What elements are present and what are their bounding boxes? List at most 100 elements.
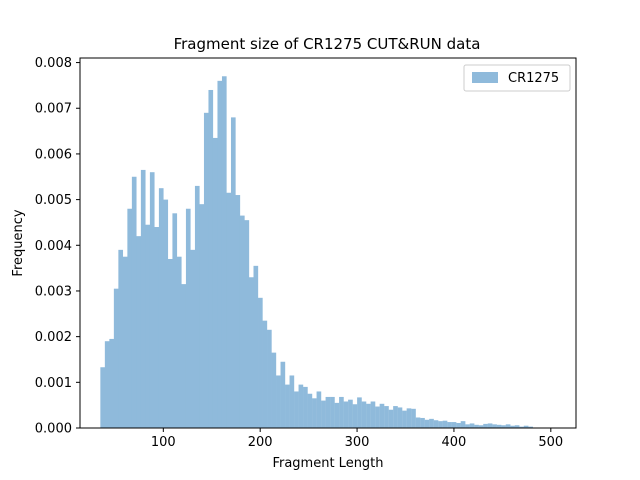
histogram-bar: [253, 265, 259, 428]
x-tick-label: 400: [442, 435, 467, 450]
y-tick-label: 0.003: [35, 284, 72, 299]
histogram-bar: [348, 399, 353, 428]
histogram-bar: [469, 423, 475, 428]
histogram-bar: [190, 249, 196, 428]
histogram-bar: [298, 384, 304, 428]
histogram-bar: [226, 192, 232, 428]
histogram-bar: [316, 391, 322, 428]
histogram-bar: [496, 424, 502, 428]
histogram-bar: [321, 400, 326, 428]
x-axis-label: Fragment Length: [272, 456, 383, 471]
legend-box: [463, 64, 571, 92]
histogram-bar: [420, 417, 425, 428]
y-tick-label: 0.006: [35, 147, 72, 162]
histogram-bar: [334, 402, 340, 428]
histogram-bar: [208, 89, 214, 428]
histogram-bar: [478, 425, 484, 428]
histogram-bar: [415, 417, 421, 428]
y-tick-label: 0.008: [35, 56, 72, 71]
histogram-bar: [352, 404, 358, 428]
histogram-bar: [519, 426, 524, 428]
histogram-bar: [397, 407, 403, 428]
histogram-bar: [172, 213, 178, 428]
histogram-bar: [258, 297, 263, 428]
histogram-bars: [100, 76, 533, 428]
histogram-bar: [221, 76, 227, 428]
histogram-bar: [325, 396, 331, 428]
histogram-bar: [429, 418, 434, 428]
histogram-bar: [262, 320, 268, 428]
legend-swatch: [472, 72, 498, 83]
histogram-bar: [388, 409, 394, 428]
histogram-bar: [366, 403, 371, 428]
histogram-bar: [492, 424, 497, 428]
histogram-bar: [194, 185, 200, 428]
histogram-bar: [154, 227, 160, 428]
histogram-bar: [122, 256, 128, 428]
y-tick-label: 0.002: [35, 330, 72, 345]
histogram-bar: [217, 80, 223, 428]
x-tick-label: 500: [538, 435, 563, 450]
histogram-bar: [339, 396, 344, 428]
histogram-bar: [474, 424, 479, 428]
histogram-bar: [375, 406, 380, 428]
histogram-bar: [483, 423, 488, 428]
histogram-bar: [438, 421, 443, 428]
histogram-bar: [442, 420, 448, 428]
histogram-bar: [158, 188, 164, 428]
histogram-bar: [145, 224, 151, 428]
histogram-bar: [433, 420, 439, 428]
histogram-bar: [456, 422, 461, 428]
histogram-bar: [406, 408, 412, 428]
histogram-bar: [280, 361, 286, 428]
y-tick-label: 0.005: [35, 193, 72, 208]
y-axis: 0.000 0.001 0.002 0.003 0.004 0.005 0.006 0.007…: [35, 56, 80, 437]
histogram-bar: [199, 204, 205, 428]
histogram-bar: [303, 386, 308, 428]
histogram-bar: [487, 423, 493, 428]
histogram-bar: [357, 397, 362, 428]
histogram-bar: [267, 329, 272, 428]
histogram-bar: [465, 424, 470, 428]
histogram-bar: [185, 208, 191, 428]
histogram-bar: [181, 284, 187, 428]
y-tick-label: 0.001: [35, 376, 72, 391]
histogram-bar: [402, 410, 407, 428]
histogram-bar: [271, 352, 277, 428]
histogram-bar: [370, 401, 376, 428]
legend-label: CR1275: [508, 71, 559, 86]
histogram-bar: [235, 195, 241, 428]
histogram-bar: [384, 406, 389, 428]
histogram-bar: [203, 112, 209, 428]
y-tick-label: 0.004: [35, 239, 72, 254]
histogram-bar: [361, 401, 367, 428]
histogram-bar: [276, 375, 281, 428]
histogram-bar: [100, 367, 105, 428]
histogram-bar: [118, 249, 124, 428]
x-tick-label: 100: [151, 435, 176, 450]
histogram-bar: [505, 424, 511, 428]
histogram-bar: [528, 426, 533, 428]
histogram-bar: [113, 288, 119, 428]
x-axis: 100 200 300 400 500: [151, 428, 563, 450]
y-tick-label: 0.007: [35, 102, 72, 117]
histogram-bar: [393, 406, 398, 428]
histogram-bar: [330, 396, 335, 428]
histogram-bar: [312, 398, 317, 428]
histogram-bar: [248, 277, 254, 428]
histogram-bar: [104, 341, 110, 428]
histogram-bar: [212, 137, 218, 428]
histogram-bar: [244, 220, 250, 428]
histogram-bar: [149, 172, 155, 428]
histogram-bar: [136, 236, 142, 428]
y-tick-label: 0.000: [35, 422, 72, 437]
y-axis-label: Frequency: [11, 209, 26, 276]
histogram-bar: [307, 393, 313, 428]
histogram-bar: [176, 256, 182, 428]
histogram-bar: [379, 403, 385, 428]
histogram-bar: [501, 425, 506, 428]
histogram-bar: [289, 375, 295, 428]
chart-title: Fragment size of CR1275 CUT&RUN data: [174, 35, 481, 53]
histogram-bar: [514, 425, 520, 428]
